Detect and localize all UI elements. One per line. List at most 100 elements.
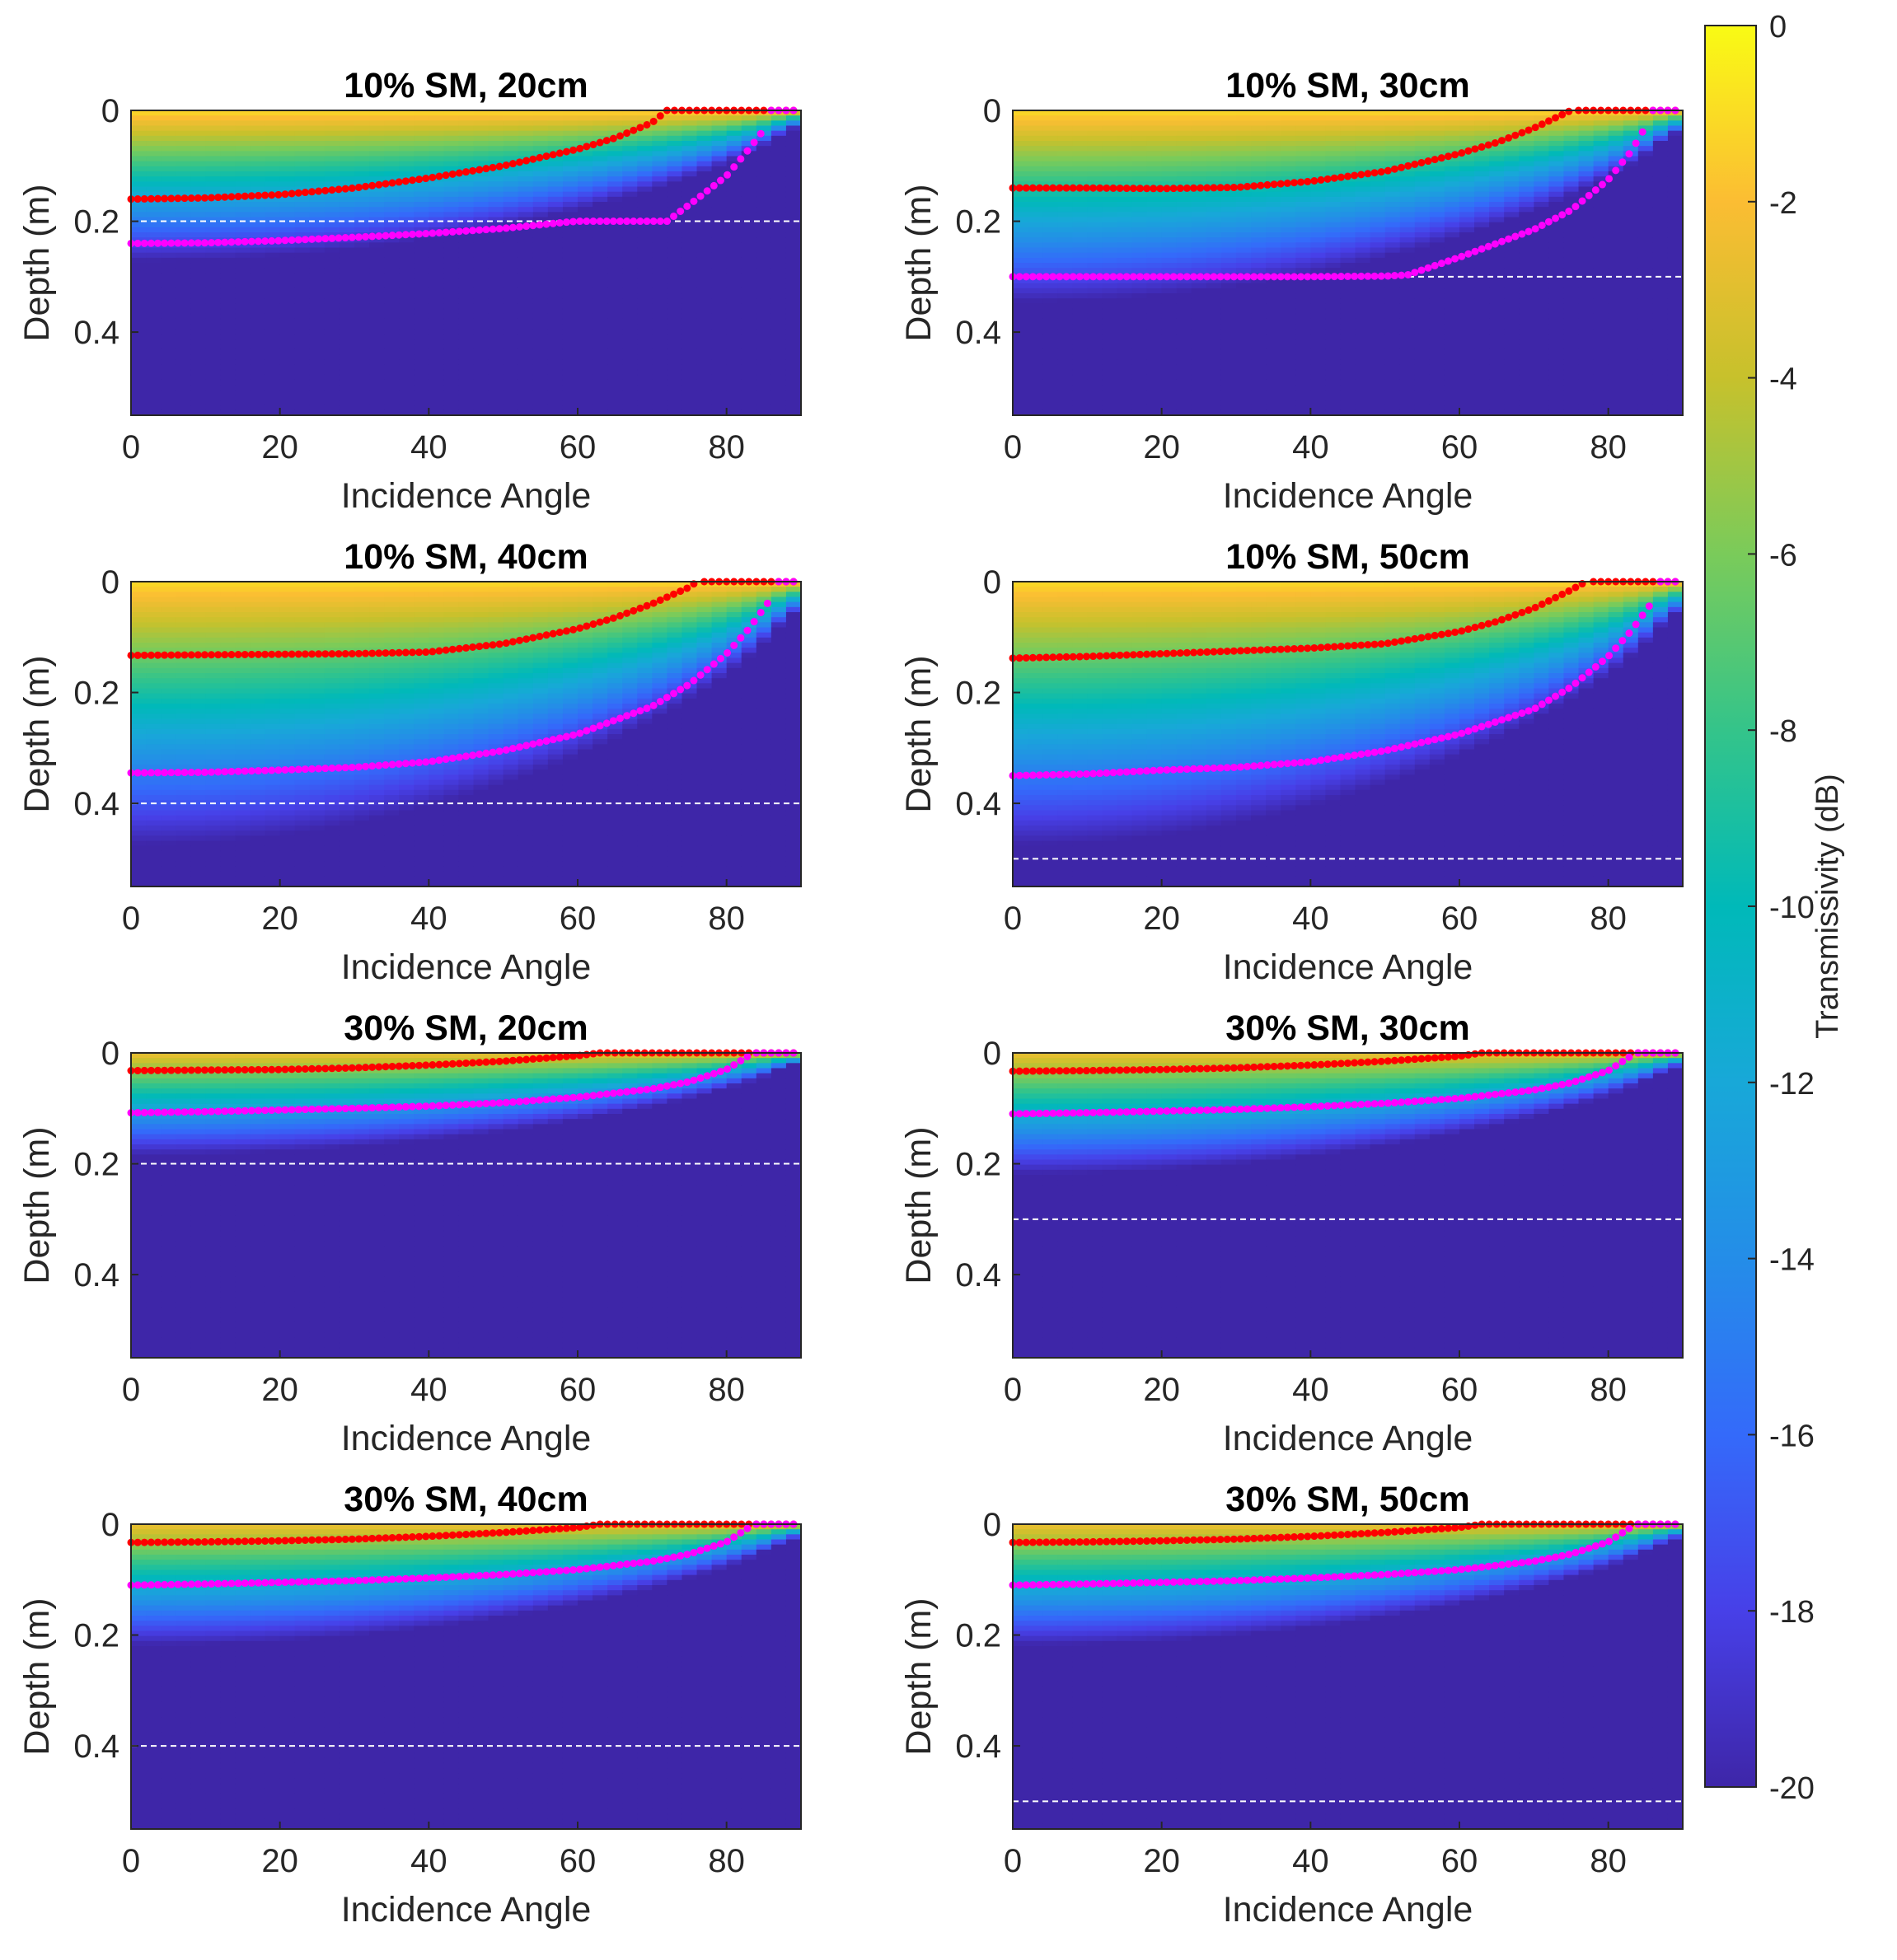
heatmap-cell <box>458 344 474 350</box>
heatmap-cell <box>1251 157 1267 162</box>
heatmap-cell <box>1281 126 1296 132</box>
heatmap-cell <box>727 258 742 264</box>
heatmap-cell <box>474 202 489 208</box>
heatmap-cell <box>1117 212 1132 218</box>
heatmap-cell <box>1295 359 1311 365</box>
heatmap-cell <box>1474 192 1490 198</box>
heatmap-cell <box>1340 283 1356 289</box>
heatmap-cell <box>131 380 147 386</box>
heatmap-cell <box>548 187 564 193</box>
heatmap-cell <box>265 222 281 228</box>
heatmap-cell <box>1162 298 1178 304</box>
heatmap-cell <box>712 283 728 289</box>
heatmap-cell <box>1192 395 1207 400</box>
heatmap-cell <box>1177 136 1192 142</box>
heatmap-cell <box>443 146 459 152</box>
heatmap-cell <box>1087 115 1103 121</box>
red-marker <box>482 165 489 172</box>
heatmap-cell <box>1310 293 1326 299</box>
heatmap-cell <box>1295 212 1311 218</box>
heatmap-cell <box>265 334 281 339</box>
heatmap-cell <box>1415 192 1431 198</box>
heatmap-cell <box>1013 390 1028 395</box>
heatmap-cell <box>1102 151 1117 157</box>
heatmap-cell <box>756 375 772 381</box>
heatmap-cell <box>652 242 667 248</box>
magenta-marker <box>349 234 356 241</box>
heatmap-cell <box>354 329 370 334</box>
magenta-marker <box>227 238 235 246</box>
heatmap-cell <box>1356 283 1371 289</box>
heatmap-cell <box>310 329 326 334</box>
heatmap-cell <box>593 344 608 350</box>
red-marker <box>650 118 658 125</box>
heatmap-cell <box>548 309 564 315</box>
heatmap-cell <box>1430 197 1445 203</box>
heatmap-cell <box>771 400 787 406</box>
heatmap-cell <box>1087 232 1103 238</box>
heatmap-cell <box>1206 176 1222 182</box>
heatmap-cell <box>1132 375 1148 381</box>
heatmap-cell <box>1072 146 1088 152</box>
heatmap-cell <box>756 390 772 395</box>
heatmap-cell <box>667 375 682 381</box>
heatmap-cell <box>1310 131 1326 137</box>
heatmap-cell <box>786 207 802 213</box>
heatmap-cell <box>697 375 713 381</box>
heatmap-cell <box>1206 258 1222 264</box>
heatmap-cell <box>1057 242 1073 248</box>
heatmap-cell <box>1206 237 1222 243</box>
heatmap-cell <box>1400 293 1416 299</box>
heatmap-cell <box>146 161 162 167</box>
heatmap-cell <box>1340 405 1356 411</box>
heatmap-cell <box>518 131 534 137</box>
heatmap-cell <box>295 324 311 330</box>
heatmap-cell <box>578 385 593 391</box>
heatmap-cell <box>533 364 549 370</box>
heatmap-cell <box>1162 253 1178 259</box>
heatmap-cell <box>1236 202 1252 208</box>
magenta-marker <box>148 240 155 247</box>
heatmap-cell <box>1132 192 1148 198</box>
heatmap-cell <box>1132 222 1148 228</box>
heatmap-cell <box>1192 166 1207 172</box>
heatmap-cell <box>354 197 370 203</box>
heatmap-cell <box>1400 303 1416 309</box>
heatmap-cell <box>1474 268 1490 274</box>
heatmap-cell <box>637 329 653 334</box>
heatmap-cell <box>756 339 772 345</box>
heatmap-cell <box>786 115 802 121</box>
heatmap-cell <box>1147 237 1163 243</box>
heatmap-cell <box>1489 334 1505 339</box>
heatmap-cell <box>1192 390 1207 395</box>
heatmap-cell <box>548 375 564 381</box>
heatmap-cell <box>667 146 682 152</box>
heatmap-cell <box>1474 166 1490 172</box>
heatmap-cell <box>1057 334 1073 339</box>
heatmap-cell <box>1340 395 1356 400</box>
heatmap-cell <box>1356 390 1371 395</box>
heatmap-cell <box>1281 309 1296 315</box>
heatmap-cell <box>1310 339 1326 345</box>
heatmap-cell <box>280 207 296 213</box>
heatmap-cell <box>1028 151 1043 157</box>
heatmap-cell <box>205 400 221 406</box>
heatmap-cell <box>458 309 474 315</box>
heatmap-cell <box>354 110 370 116</box>
heatmap-cell <box>1281 298 1296 304</box>
heatmap-cell <box>295 126 311 132</box>
heatmap-cell <box>131 126 147 132</box>
heatmap-cell <box>1281 161 1296 167</box>
heatmap-cell <box>1102 212 1117 218</box>
heatmap-cell <box>1117 197 1132 203</box>
heatmap-cell <box>1042 227 1058 233</box>
heatmap-cell <box>369 344 385 350</box>
heatmap-cell <box>593 309 608 315</box>
heatmap-cell <box>1489 197 1505 203</box>
heatmap-cell <box>235 293 251 299</box>
heatmap-cell <box>176 248 191 254</box>
red-marker <box>389 180 396 187</box>
heatmap-cell <box>161 248 176 254</box>
heatmap-cell <box>251 258 266 264</box>
heatmap-cell <box>637 161 653 167</box>
